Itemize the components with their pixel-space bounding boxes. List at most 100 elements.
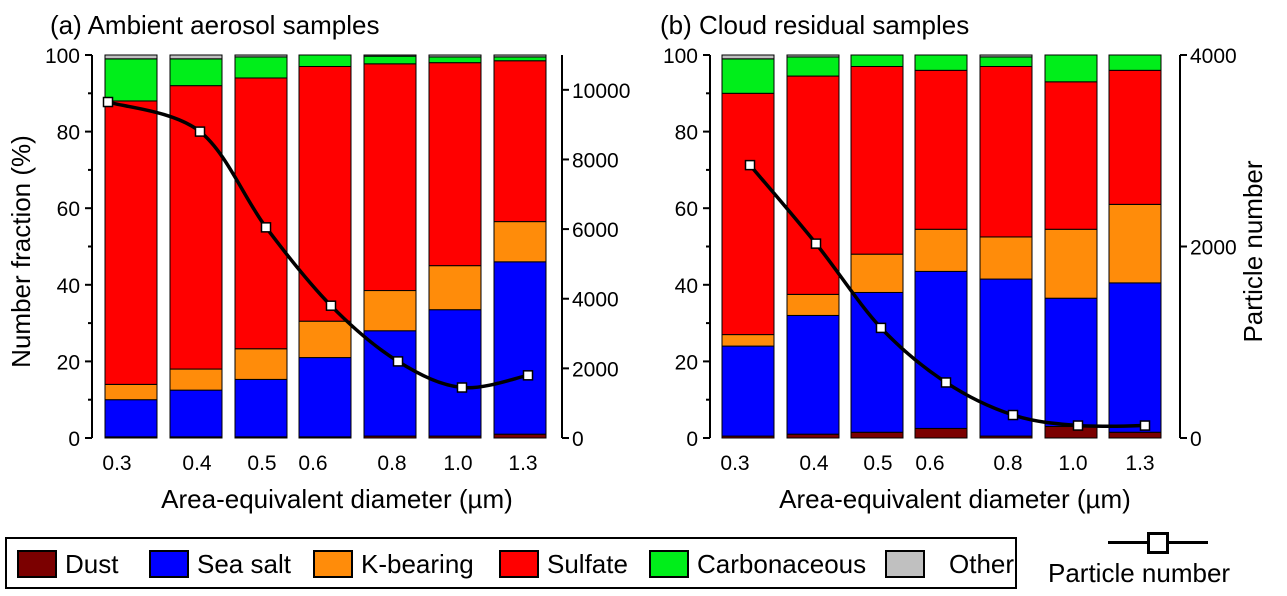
y2-tick-label: 0 [1190,428,1202,451]
bar-carbonaceous-0-4 [786,56,840,77]
y-tick-label: 0 [686,428,698,451]
bar-sea-salt-0-6 [914,270,968,429]
bar-sea-salt-0-3 [104,399,158,438]
x-tick-label: 1.3 [508,452,537,475]
particle-number-point-0-4 [810,238,822,249]
panel-cloud-residual: (b) Cloud residual samples 0 20 40 60 80 100 0 2… [660,10,1268,514]
bar-k-bearing-0-8 [363,290,417,332]
bar-sulfate-0-6 [298,65,352,322]
x-tick-label: 0.8 [377,452,406,475]
x-tick-label: 0.6 [915,452,944,475]
legend-item-dust: Dust [17,549,118,579]
bar-sea-salt-0-4 [169,389,223,438]
bar-sulfate-1-0 [1044,81,1098,230]
legend-swatch-sea-salt [149,550,189,578]
particle-number-point-1-3 [522,370,534,381]
x-tick-label: 0.4 [799,452,829,475]
bar-k-bearing-0-5 [850,253,904,293]
legend-item-other: Other [885,549,1014,579]
species-legend: Dust Sea salt K-bearing Sulfate Carbonac… [5,537,1017,589]
bar-carbonaceous-0-8 [363,55,417,65]
bar-sulfate-0-5 [234,77,288,350]
particle-number-point-0-8 [1007,409,1019,421]
bar-dust-0-6 [914,427,968,439]
bar-sea-salt-1-0 [428,309,482,437]
bar-carbonaceous-0-8 [979,56,1033,67]
x-tick-label: 0.6 [298,452,327,475]
bar-carbonaceous-0-5 [850,54,904,67]
particle-number-point-0-3 [744,159,756,171]
y-axis-label: Number fraction (%) [6,135,36,368]
bar-other-0-8 [363,54,417,57]
bar-sulfate-0-3 [721,92,775,336]
y-tick-label: 20 [57,351,80,374]
particle-number-legend: Particle number [1040,528,1270,590]
bar-carbonaceous-1-0 [428,56,482,64]
particle-number-point-0-6 [940,377,952,388]
y-tick-label: 80 [57,122,80,145]
y2-tick-label: 10000 [572,80,630,103]
x-tick-label: 0.5 [863,452,892,475]
bar-k-bearing-0-5 [234,348,288,380]
legend-label-dust: Dust [65,548,119,579]
legend-item-carbonaceous: Carbonaceous [649,549,866,579]
y-tick-label: 60 [675,198,698,221]
bar-dust-0-4 [786,433,840,439]
legend-swatch-dust [17,550,57,578]
particle-number-point-0-5 [260,222,272,233]
bar-sea-salt-0-3 [721,345,775,437]
y-tick-label: 0 [68,428,80,451]
bar-other-0-3 [104,54,158,60]
bar-sulfate-0-4 [786,75,840,295]
particle-number-legend-label: Particle number [1048,558,1231,588]
bar-k-bearing-0-3 [104,383,158,401]
y-tick-label: 80 [675,122,698,145]
bar-carbonaceous-0-5 [234,56,288,79]
bar-k-bearing-0-6 [298,320,352,359]
bar-k-bearing-0-4 [786,293,840,316]
y2-tick-label: 4000 [572,289,619,312]
bar-sulfate-0-8 [979,65,1033,238]
bar-k-bearing-0-8 [979,236,1033,280]
bar-sulfate-0-6 [914,69,968,230]
bar-sulfate-1-0 [428,62,482,267]
bar-sea-salt-1-3 [493,261,547,435]
bar-k-bearing-0-3 [721,334,775,347]
chart-title: (a) Ambient aerosol samples [50,10,379,40]
particle-number-legend-marker [1147,532,1169,554]
particle-number-point-0-3 [102,96,114,108]
y-tick-label: 40 [675,275,698,298]
bar-carbonaceous-0-6 [914,54,968,71]
particle-number-point-0-8 [392,356,404,367]
particle-number-point-1-0 [456,382,468,393]
bar-other-0-5 [234,54,288,58]
legend-label-sulfate: Sulfate [547,548,628,579]
bar-k-bearing-1-0 [1044,228,1098,299]
bar-other-0-3 [721,54,775,60]
y-tick-label: 100 [663,45,698,68]
y2-tick-label: 2000 [1190,237,1237,260]
bar-other-1-3 [493,54,547,58]
y2-axis-label: Particle number [1238,160,1268,342]
y2-tick-label: 2000 [572,358,619,381]
bar-sea-salt-0-6 [298,357,352,438]
legend-item-sea-salt: Sea salt [149,549,291,579]
y-tick-label: 60 [57,198,80,221]
x-tick-label: 1.3 [1125,452,1154,475]
panel-ambient: (a) Ambient aerosol samples0204060801000… [6,10,630,514]
bar-k-bearing-1-3 [493,221,547,263]
x-tick-label: 0.4 [182,452,212,475]
bar-carbonaceous-1-0 [1044,54,1098,83]
bar-other-0-4 [169,54,223,60]
bar-other-1-0 [428,54,482,58]
bar-k-bearing-0-6 [914,228,968,272]
legend-label-other: Other [949,548,1015,579]
particle-number-point-0-6 [325,300,337,311]
legend-label-sea-salt: Sea salt [197,548,291,579]
bar-k-bearing-1-0 [428,265,482,311]
y2-tick-label: 0 [572,428,584,451]
legend-item-k-bearing: K-bearing [313,549,474,579]
x-tick-label: 0.3 [720,452,749,475]
bar-sulfate-0-5 [850,65,904,255]
